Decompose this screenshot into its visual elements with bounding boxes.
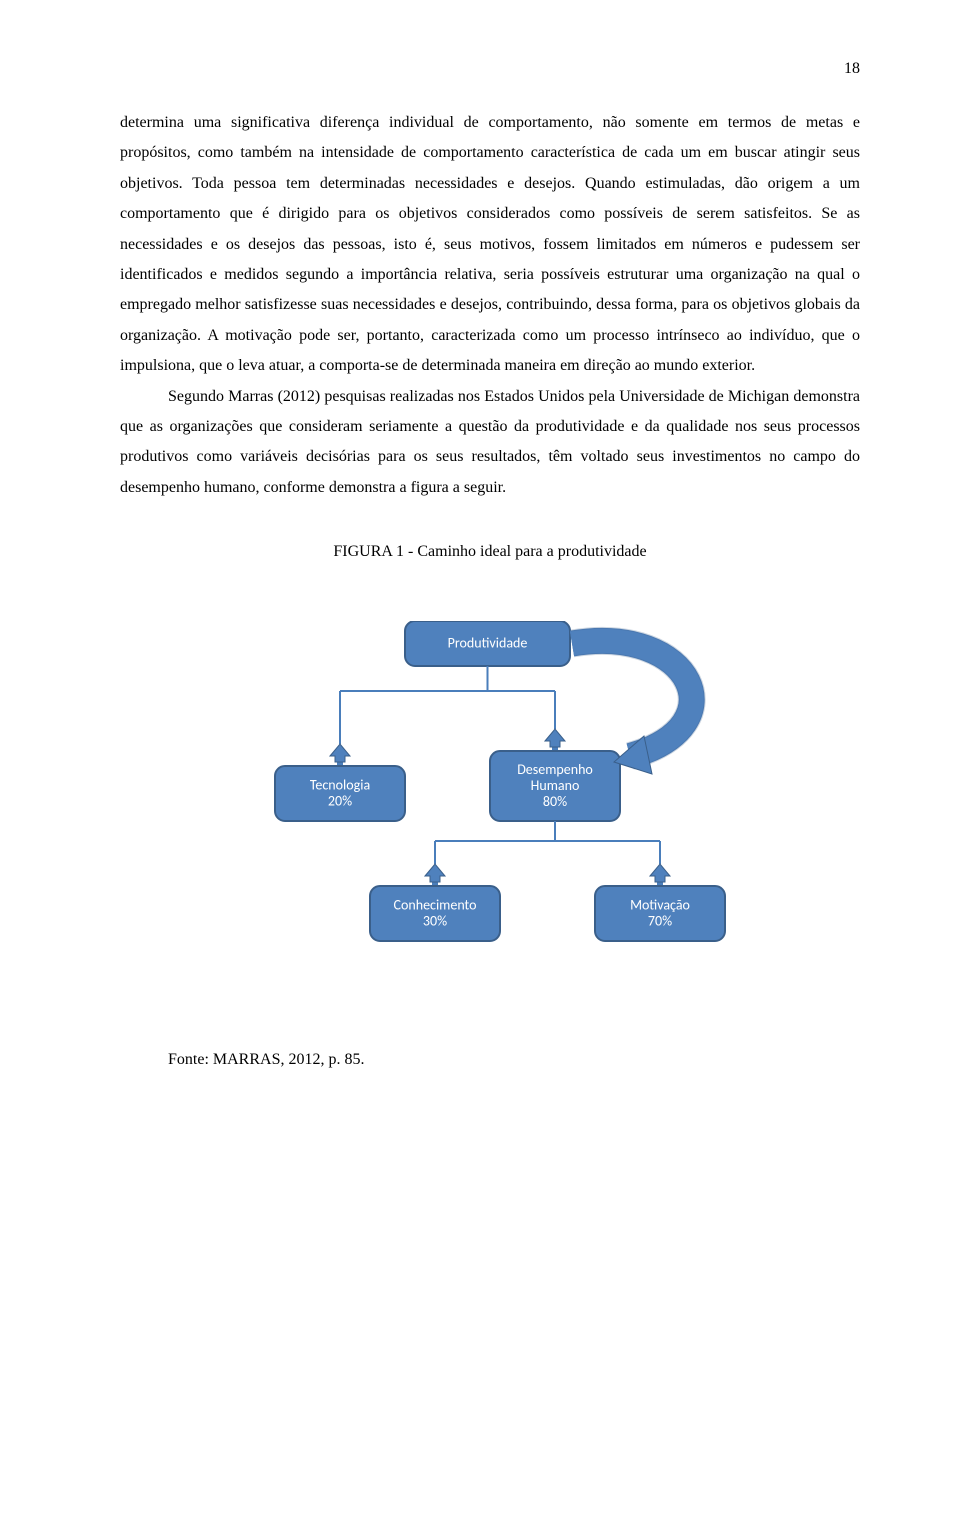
body-text: determina uma significativa diferença in… xyxy=(120,108,860,503)
svg-text:30%: 30% xyxy=(423,913,447,930)
figure-1-diagram: Produtividade Tecnologia20% DesempenhoHuma… xyxy=(120,621,860,961)
svg-text:70%: 70% xyxy=(648,913,672,930)
svg-text:Motivação: Motivação xyxy=(630,897,690,914)
paragraph-2: Segundo Marras (2012) pesquisas realizad… xyxy=(120,382,860,504)
paragraph-1: determina uma significativa diferença in… xyxy=(120,108,860,382)
svg-text:80%: 80% xyxy=(543,793,567,810)
figure-source: Fonte: MARRAS, 2012, p. 85. xyxy=(168,1051,860,1069)
svg-text:Produtividade: Produtividade xyxy=(448,635,528,652)
svg-text:Conhecimento: Conhecimento xyxy=(394,897,477,914)
svg-text:Desempenho: Desempenho xyxy=(517,761,593,778)
figure-title: FIGURA 1 - Caminho ideal para a produtiv… xyxy=(120,543,860,561)
svg-text:Humano: Humano xyxy=(531,777,580,794)
svg-text:Tecnologia: Tecnologia xyxy=(310,777,370,794)
svg-text:20%: 20% xyxy=(328,793,352,810)
page-number: 18 xyxy=(120,60,860,78)
flowchart-svg: Produtividade Tecnologia20% DesempenhoHuma… xyxy=(190,621,790,961)
